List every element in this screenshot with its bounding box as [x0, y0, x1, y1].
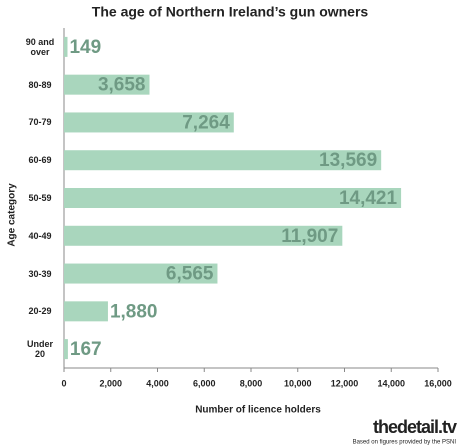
x-tick-label: 8,000 [240, 378, 263, 388]
value-label: 167 [70, 339, 102, 360]
bar [64, 36, 68, 57]
bar [64, 112, 234, 133]
bar [64, 74, 150, 95]
bar [64, 150, 382, 171]
y-tick-label: 30-39 [28, 268, 52, 279]
value-label: 3,658 [98, 75, 146, 96]
y-tick-label: 40-49 [28, 230, 52, 241]
chart-title: The age of Northern Ireland’s gun owners [92, 4, 369, 20]
bar [64, 301, 108, 322]
y-tick-label: 80-89 [28, 79, 52, 90]
x-tick-label: 6,000 [193, 378, 216, 388]
x-tick-label: 4,000 [146, 378, 169, 388]
y-tick-label: 50-59 [28, 193, 52, 203]
bar [64, 225, 343, 246]
x-tick-label: 2,000 [99, 378, 122, 388]
value-label: 7,264 [182, 112, 230, 133]
source-note: Based on figures provided by the PSNI [353, 440, 457, 446]
logo: thedetail.tv [373, 417, 457, 437]
y-tick-label: 20-29 [28, 306, 52, 317]
x-tick-label: 12,000 [331, 378, 359, 388]
value-label: 11,907 [281, 226, 338, 247]
x-axis-label: Number of licence holders [195, 405, 321, 416]
x-tick-label: 0 [61, 378, 66, 388]
x-tick-label: 10,000 [284, 378, 312, 388]
value-label: 14,421 [339, 188, 398, 209]
value-label: 149 [69, 37, 101, 58]
y-tick-label: 70-79 [28, 117, 52, 128]
y-tick-label: 90 and over [25, 36, 55, 57]
y-tick-label: Under 20 [26, 339, 53, 360]
value-label: 13,569 [319, 150, 377, 171]
bar [64, 188, 402, 208]
bar [64, 339, 68, 360]
value-label: 6,565 [166, 264, 214, 285]
y-tick-label: 60-69 [28, 155, 52, 166]
bar [64, 263, 218, 284]
y-axis-label: Age category [7, 183, 18, 247]
value-label: 1,880 [110, 301, 158, 322]
x-tick-label: 14,000 [377, 378, 405, 388]
x-tick-label: 16,000 [424, 378, 452, 388]
